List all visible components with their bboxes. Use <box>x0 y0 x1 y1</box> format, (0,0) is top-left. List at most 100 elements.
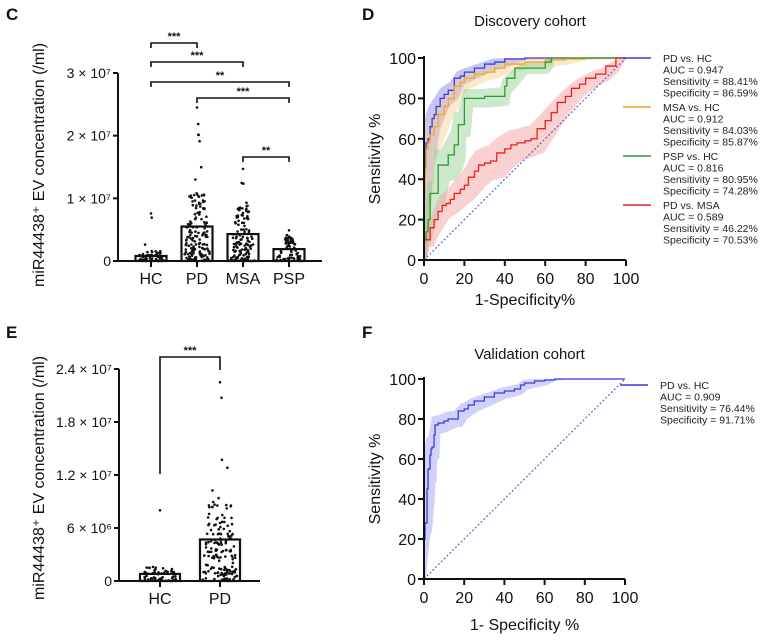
data-point <box>248 245 252 248</box>
data-point <box>224 540 228 543</box>
data-point <box>239 242 243 245</box>
data-point <box>201 200 205 204</box>
data-point <box>169 579 172 583</box>
x-tick-label: 20 <box>456 271 474 288</box>
data-point <box>205 230 209 233</box>
data-point <box>148 257 152 260</box>
data-point <box>190 196 193 199</box>
data-point <box>243 224 246 228</box>
data-point <box>190 222 193 225</box>
data-point <box>250 235 253 238</box>
chart-title: Discovery cohort <box>474 13 587 30</box>
y-axis-label: miR44438⁺ EV concentration (/ml) <box>31 356 48 600</box>
data-point <box>138 258 141 262</box>
data-point <box>224 555 227 558</box>
x-tick-label: 40 <box>496 590 514 607</box>
data-point <box>202 570 205 574</box>
data-point <box>160 259 163 263</box>
x-axis-label: 1- Specificity % <box>470 617 579 634</box>
x-tick-label: 100 <box>612 590 639 607</box>
data-point <box>246 239 250 243</box>
data-point <box>216 574 220 578</box>
data-point <box>236 230 239 233</box>
data-point <box>205 215 208 218</box>
data-point <box>207 522 211 526</box>
data-point <box>226 466 229 470</box>
panel-label-f: F <box>362 323 372 342</box>
data-point <box>241 214 244 217</box>
data-point <box>213 538 217 542</box>
y-tick-label: 60 <box>398 452 416 469</box>
panel-label-d: D <box>362 5 374 24</box>
significance-label: ** <box>216 70 225 82</box>
data-point <box>234 256 238 260</box>
data-point <box>228 569 232 573</box>
data-point <box>184 248 188 251</box>
data-point <box>203 242 206 246</box>
data-point <box>241 235 245 239</box>
data-point <box>203 207 206 211</box>
data-point <box>162 571 166 575</box>
data-point <box>232 233 235 236</box>
data-point <box>186 259 190 262</box>
data-point <box>216 504 219 507</box>
y-axis-label: miR44438⁺ EV concentration (/ml) <box>31 43 48 287</box>
significance-label: ** <box>262 145 271 157</box>
x-tick-label: MSA <box>226 271 261 288</box>
y-tick-label: 20 <box>398 213 416 230</box>
significance-label: *** <box>191 50 205 62</box>
data-point <box>199 165 203 169</box>
data-point <box>189 258 192 261</box>
data-point <box>296 259 300 263</box>
data-point <box>150 250 154 254</box>
x-tick-label: PD <box>209 591 231 608</box>
panel-d-roc-chart: Discovery cohort 0 20 40 60 80 100 0 20 40 60 80 100… <box>367 13 758 309</box>
data-point <box>144 571 147 574</box>
legend-auc: AUC = 0.912 <box>663 114 724 126</box>
data-point <box>208 550 211 554</box>
y-tick-label: 0 <box>407 572 416 589</box>
data-point <box>237 240 241 244</box>
data-point <box>246 210 250 214</box>
data-point <box>217 528 220 531</box>
data-point <box>209 567 213 571</box>
data-point <box>141 252 145 256</box>
data-point <box>220 396 223 400</box>
data-point <box>227 534 230 538</box>
data-point <box>157 259 161 263</box>
data-point <box>203 227 206 230</box>
data-point <box>195 106 199 109</box>
confidence-band <box>424 58 626 260</box>
data-point <box>200 217 203 221</box>
reference-line <box>423 378 626 580</box>
data-point <box>217 496 220 500</box>
data-point <box>204 546 208 549</box>
data-point <box>156 572 160 576</box>
y-tick-label: 2.4 × 10⁷ <box>56 361 112 377</box>
data-point <box>194 256 197 259</box>
data-point <box>198 139 201 143</box>
data-point <box>290 250 293 253</box>
y-tick-label: 40 <box>398 172 416 189</box>
data-point <box>230 534 233 537</box>
data-point <box>184 239 188 242</box>
data-point <box>201 578 205 581</box>
data-point <box>192 193 196 197</box>
data-point <box>196 133 200 136</box>
data-point <box>245 201 248 204</box>
data-point <box>156 579 160 582</box>
y-tick-label: 20 <box>398 532 416 549</box>
data-point <box>201 246 204 250</box>
data-point <box>219 556 222 559</box>
data-point <box>232 545 236 548</box>
data-point <box>203 248 207 251</box>
data-point <box>211 489 214 492</box>
data-point <box>204 572 208 575</box>
data-point <box>218 521 222 525</box>
data-point <box>193 199 197 202</box>
data-point <box>287 229 291 232</box>
data-point <box>205 563 209 567</box>
data-point <box>185 242 188 245</box>
legend-name: PD vs. MSA <box>663 200 720 212</box>
data-point <box>203 258 206 261</box>
